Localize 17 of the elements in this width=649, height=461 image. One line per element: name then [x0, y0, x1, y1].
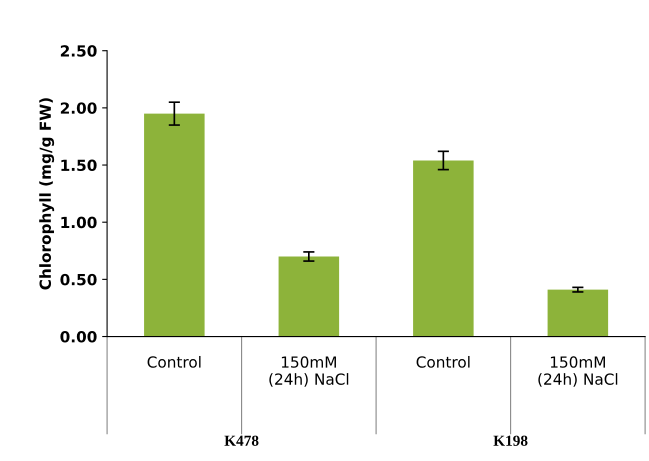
bar	[144, 114, 205, 337]
y-tick-label: 1.00	[61, 216, 97, 228]
bar	[413, 160, 474, 337]
x-tick-label: 150mM (24h) NaCl	[538, 356, 618, 387]
text: K478	[224, 436, 258, 446]
y-tick-label: 2.50	[60, 45, 97, 57]
x-tick-label: Control	[148, 356, 201, 368]
bar	[278, 256, 340, 337]
y-tick-label: 0.00	[60, 330, 97, 343]
y-tick-label: 0.50	[60, 274, 97, 286]
y-tick-label: 2.00	[60, 102, 97, 114]
x-tick-label: Control	[416, 356, 470, 368]
bar	[548, 290, 608, 337]
text: K198	[493, 436, 528, 446]
y-tick-label: 1.50	[61, 160, 97, 172]
x-tick-label: 150mM (24h) NaCl	[269, 356, 348, 387]
y-axis-title: Chlorophyll (mg/g FW)	[39, 98, 54, 290]
